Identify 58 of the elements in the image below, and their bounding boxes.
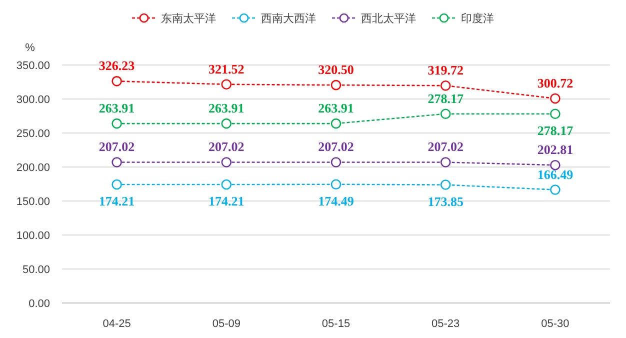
point	[440, 80, 451, 91]
point	[330, 157, 342, 168]
point	[440, 157, 451, 168]
data-label: 326.23	[98, 58, 136, 74]
point	[330, 118, 342, 129]
data-label: 320.50	[318, 62, 354, 78]
point	[440, 180, 451, 190]
data-label: 319.72	[428, 62, 464, 78]
y-tick-label: 250.00	[16, 128, 50, 140]
legend-label: 东南太平洋	[161, 12, 216, 25]
data-label: 263.91	[208, 100, 244, 116]
point	[221, 118, 232, 129]
y-axis-title: %	[25, 42, 36, 54]
data-label: 278.17	[428, 90, 464, 106]
data-label: 263.91	[98, 100, 135, 116]
x-tick-label: 04-25	[102, 318, 131, 330]
data-label: 207.02	[98, 139, 135, 154]
point	[550, 184, 560, 195]
y-tick-label: 300.00	[16, 94, 50, 106]
x-tick-label: 05-30	[541, 318, 570, 330]
data-label: 263.91	[318, 100, 354, 116]
point	[330, 80, 342, 90]
data-label: 207.02	[208, 139, 244, 154]
data-label: 207.02	[318, 139, 354, 154]
data-label: 300.72	[537, 76, 574, 91]
point	[112, 118, 122, 129]
legend-label: 西南大西洋	[261, 12, 316, 25]
data-label: 173.85	[428, 194, 464, 209]
legend-label: 西北太平洋	[361, 12, 416, 25]
x-tick-label: 05-15	[322, 318, 350, 330]
point	[550, 160, 560, 170]
data-label: 207.02	[428, 139, 464, 154]
legend-label: 印度洋	[461, 12, 494, 25]
y-tick-label: 200.00	[16, 162, 50, 174]
data-label: 174.21	[98, 194, 135, 209]
x-tick-label: 05-09	[212, 318, 240, 330]
y-tick-label: 350.00	[16, 60, 50, 72]
point	[221, 157, 232, 168]
point	[550, 108, 560, 119]
y-tick-label: 50.00	[22, 264, 50, 276]
point	[221, 79, 232, 90]
data-label: 166.49	[537, 166, 574, 182]
x-tick-label: 05-23	[432, 318, 460, 330]
data-label: 174.21	[208, 194, 244, 209]
point	[112, 157, 122, 168]
data-label: 202.81	[537, 142, 574, 158]
data-label: 174.49	[318, 193, 354, 208]
y-tick-label: 150.00	[16, 196, 50, 208]
point	[112, 76, 122, 86]
point	[550, 93, 560, 104]
data-label: 278.17	[537, 122, 574, 138]
point	[112, 179, 122, 190]
point	[221, 179, 232, 190]
point	[440, 108, 451, 119]
y-tick-label: 100.00	[16, 230, 50, 242]
y-tick-label: 0.00	[28, 298, 50, 310]
point	[330, 179, 342, 190]
data-label: 321.52	[208, 61, 244, 76]
